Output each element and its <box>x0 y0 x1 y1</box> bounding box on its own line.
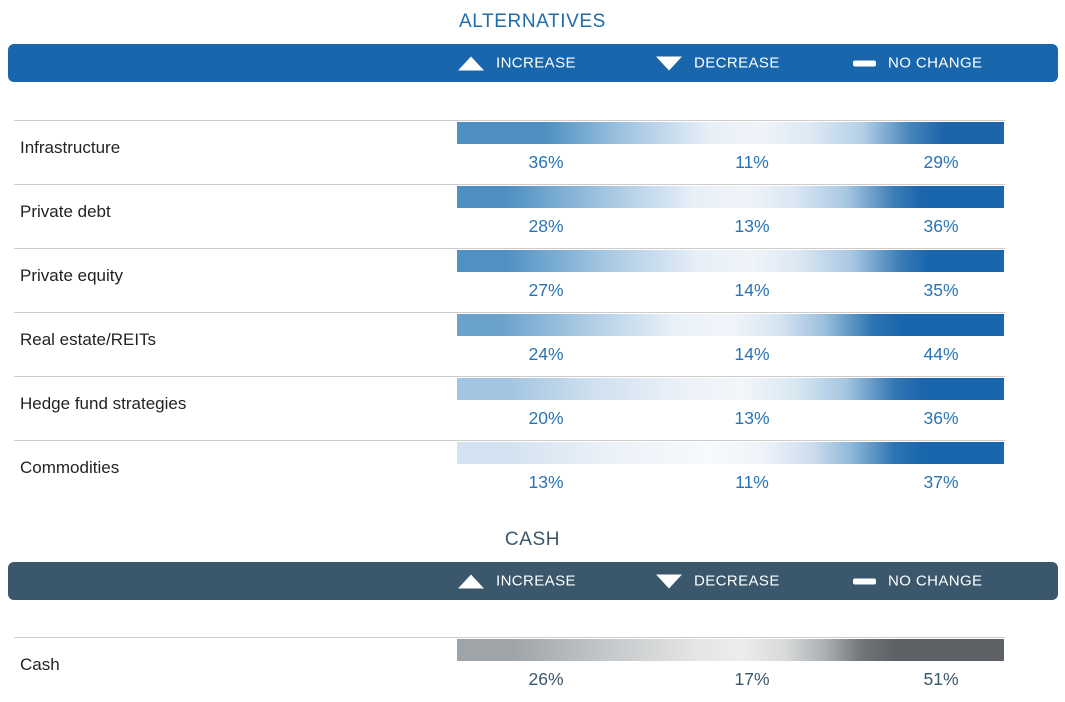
category-row: Commodities 13% 11% 37% <box>0 440 1065 504</box>
rows-cash: Cash 26% 17% 51% <box>0 637 1065 702</box>
category-label: Hedge fund strategies <box>20 394 187 413</box>
no-change-value: 36% <box>923 216 959 236</box>
dash-icon <box>853 60 876 66</box>
rows-alternatives: Infrastructure 36% 11% 29% Private debt … <box>0 120 1065 504</box>
no-change-value: 44% <box>923 344 959 364</box>
category-label: Commodities <box>20 458 120 477</box>
category-row: Cash 26% 17% 51% <box>0 637 1065 702</box>
category-label: Infrastructure <box>20 138 121 157</box>
decrease-value: 13% <box>734 216 770 236</box>
category-row: Real estate/REITs 24% 14% 44% <box>0 312 1065 376</box>
gradient-bar <box>457 250 1004 272</box>
no-change-value: 51% <box>923 669 959 689</box>
decrease-value: 11% <box>735 472 769 492</box>
row-divider <box>14 376 1005 377</box>
increase-value: 26% <box>528 669 564 689</box>
legend-item-increase: INCREASE <box>458 573 576 590</box>
no-change-value: 29% <box>923 152 959 172</box>
category-label: Private debt <box>20 202 111 221</box>
gradient-bar <box>457 442 1004 464</box>
row-divider <box>14 637 1005 638</box>
increase-value: 28% <box>528 216 564 236</box>
legend-label-no-change: NO CHANGE <box>888 54 983 72</box>
legend-label-decrease: DECREASE <box>694 572 780 590</box>
triangle-up-icon <box>458 56 484 70</box>
no-change-value: 36% <box>923 408 959 428</box>
row-divider <box>14 312 1005 313</box>
legend-label-no-change: NO CHANGE <box>888 572 983 590</box>
decrease-value: 17% <box>734 669 770 689</box>
legend-bar-alternatives: INCREASE DECREASE NO CHANGE <box>8 44 1058 82</box>
triangle-up-icon <box>458 574 484 588</box>
section-title-cash: CASH <box>504 529 561 550</box>
decrease-value: 14% <box>734 344 770 364</box>
category-row: Infrastructure 36% 11% 29% <box>0 120 1065 184</box>
row-divider <box>14 184 1005 185</box>
gradient-bar <box>457 378 1004 400</box>
section-cash: CASH INCREASE DECREASE NO CHANGE Cash 26… <box>0 518 1065 702</box>
row-divider <box>14 440 1005 441</box>
triangle-down-icon <box>656 56 682 70</box>
category-row: Private debt 28% 13% 36% <box>0 184 1065 248</box>
legend-label-increase: INCREASE <box>496 572 576 590</box>
increase-value: 24% <box>528 344 564 364</box>
section-title-alternatives: ALTERNATIVES <box>459 11 606 32</box>
increase-value: 27% <box>528 280 564 300</box>
category-row: Private equity 27% 14% 35% <box>0 248 1065 312</box>
category-label: Real estate/REITs <box>20 330 157 349</box>
increase-value: 36% <box>528 152 564 172</box>
dash-icon <box>853 578 876 584</box>
legend-bar-cash: INCREASE DECREASE NO CHANGE <box>8 562 1058 600</box>
legend-label-increase: INCREASE <box>496 54 576 72</box>
legend-item-no-change: NO CHANGE <box>853 573 982 590</box>
legend-item-decrease: DECREASE <box>656 55 780 72</box>
section-alternatives: ALTERNATIVES INCREASE DECREASE NO CHANGE… <box>0 11 1065 504</box>
category-label: Private equity <box>20 266 123 285</box>
category-label: Cash <box>20 655 60 674</box>
gradient-bar <box>457 186 1004 208</box>
legend-item-decrease: DECREASE <box>656 573 780 590</box>
decrease-value: 13% <box>734 408 770 428</box>
decrease-value: 11% <box>735 152 769 172</box>
triangle-down-icon <box>656 574 682 588</box>
gradient-bar <box>457 314 1004 336</box>
legend-item-no-change: NO CHANGE <box>853 55 982 72</box>
decrease-value: 14% <box>734 280 770 300</box>
increase-value: 20% <box>528 408 564 428</box>
legend-label-decrease: DECREASE <box>694 54 780 72</box>
gradient-bar <box>457 639 1004 661</box>
no-change-value: 35% <box>923 280 959 300</box>
category-row: Hedge fund strategies 20% 13% 36% <box>0 376 1065 440</box>
row-divider <box>14 248 1005 249</box>
row-divider <box>14 120 1005 121</box>
increase-value: 13% <box>528 472 564 492</box>
legend-item-increase: INCREASE <box>458 55 576 72</box>
gradient-bar <box>457 122 1004 144</box>
no-change-value: 37% <box>923 472 959 492</box>
